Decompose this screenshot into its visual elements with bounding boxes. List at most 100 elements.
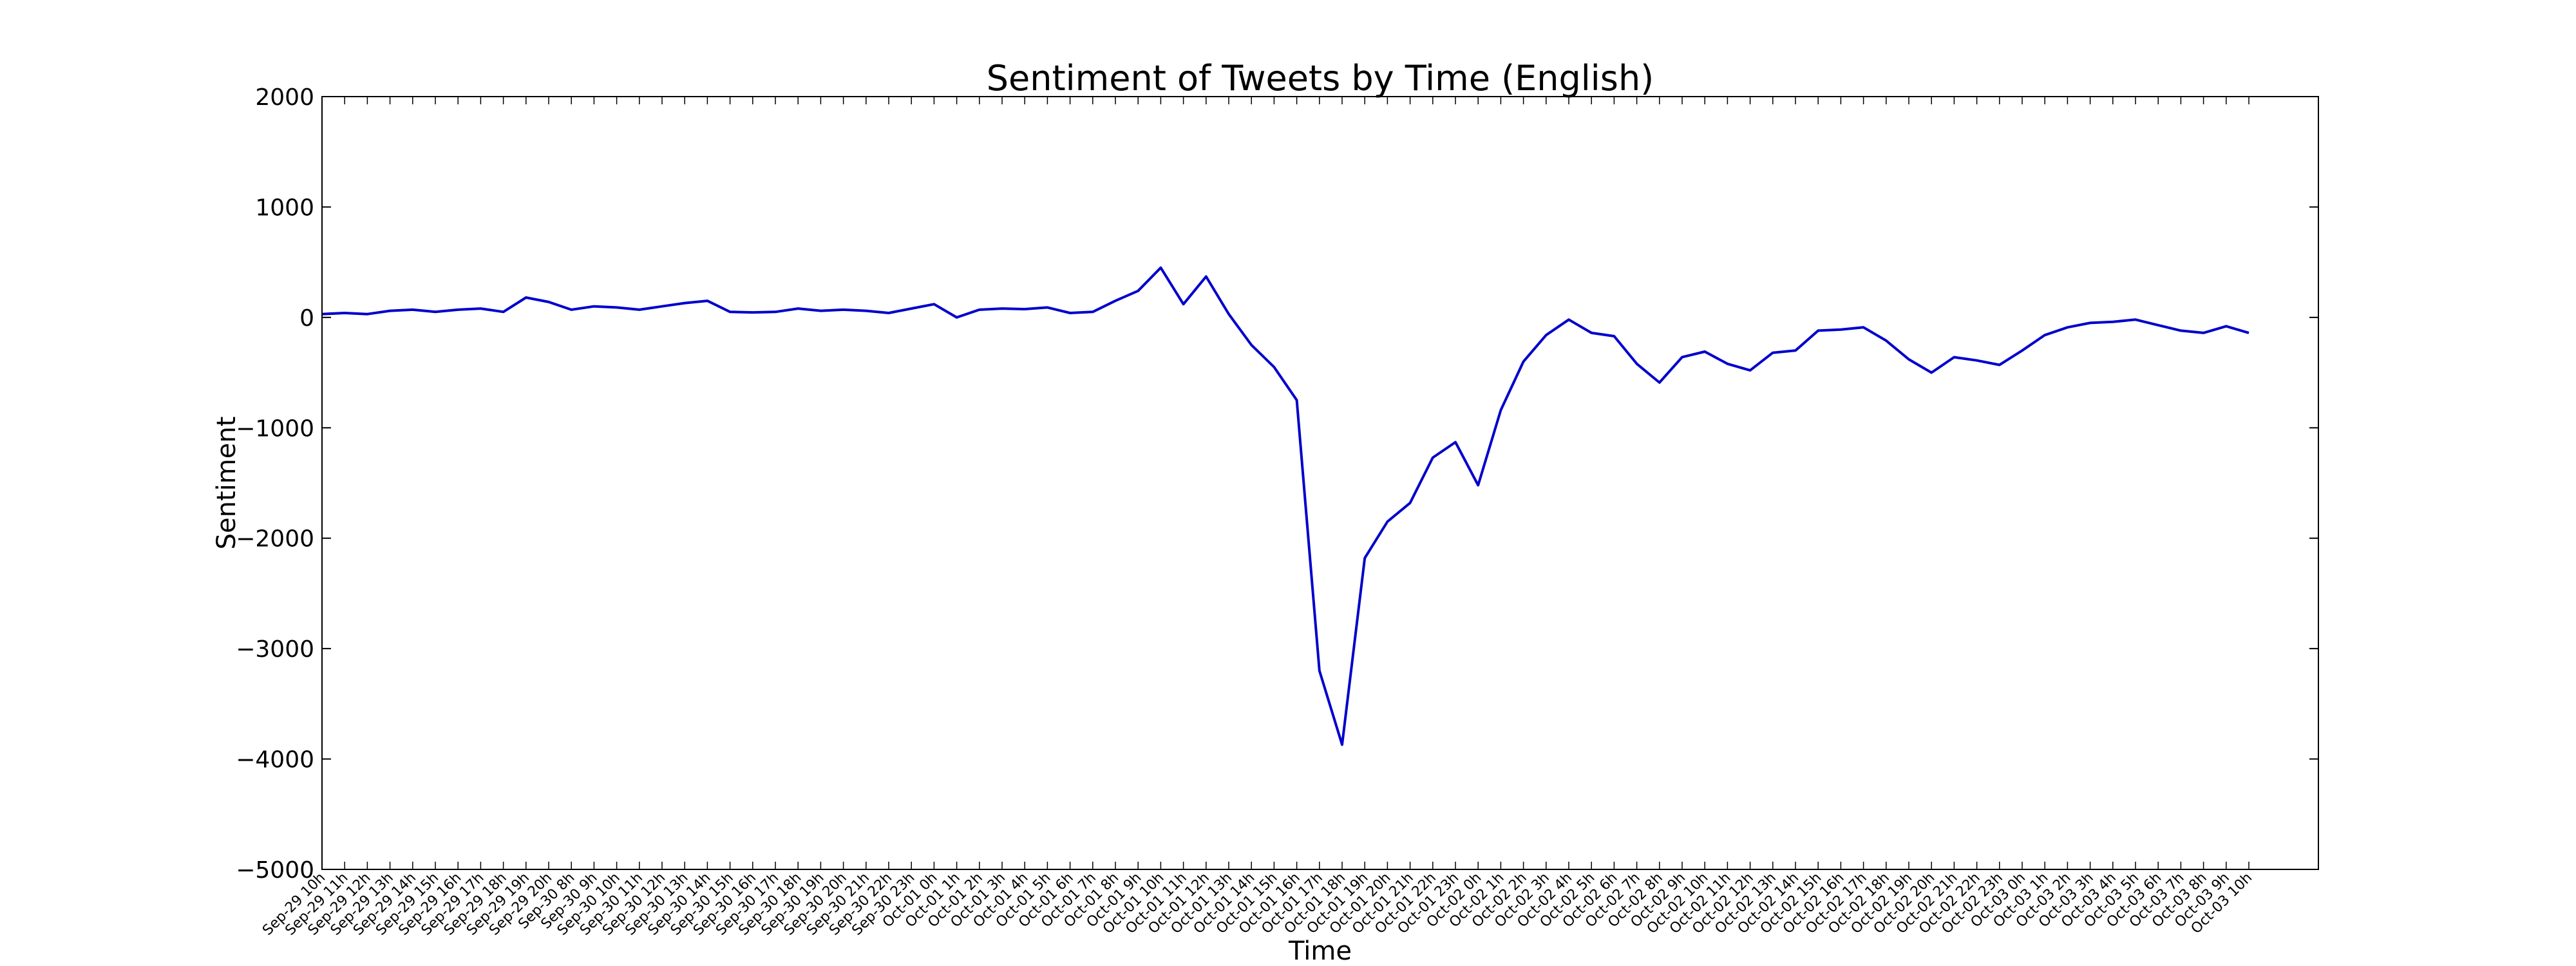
data-point bbox=[932, 302, 936, 306]
data-point bbox=[2247, 331, 2251, 335]
data-point bbox=[2043, 333, 2047, 337]
data-point bbox=[1658, 381, 1662, 384]
data-point bbox=[819, 309, 822, 313]
y-axis-ticks: 2000 1000 0 −1000 −2000 −3000 −4000 −5000 bbox=[236, 84, 2318, 884]
y-tick-label: −4000 bbox=[236, 747, 314, 773]
data-point bbox=[1975, 359, 1979, 363]
data-point bbox=[2134, 317, 2137, 321]
data-point bbox=[1862, 325, 1866, 329]
data-point bbox=[887, 311, 891, 315]
data-point bbox=[1454, 440, 1457, 444]
data-point bbox=[388, 309, 392, 313]
y-tick-label: −5000 bbox=[236, 857, 314, 884]
data-point bbox=[773, 310, 777, 314]
data-point bbox=[2224, 325, 2228, 328]
data-point bbox=[683, 301, 687, 305]
data-point bbox=[1589, 331, 1593, 335]
data-point bbox=[1136, 289, 1140, 293]
data-point bbox=[2179, 328, 2183, 332]
y-tick-label: 1000 bbox=[255, 194, 314, 221]
data-point bbox=[1408, 501, 1412, 505]
data-point bbox=[365, 312, 369, 316]
data-point bbox=[615, 305, 619, 309]
data-point bbox=[1431, 456, 1435, 460]
data-point bbox=[1499, 408, 1502, 412]
data-point bbox=[569, 308, 573, 312]
chart-title: Sentiment of Tweets by Time (English) bbox=[987, 58, 1654, 99]
data-point bbox=[1227, 312, 1231, 316]
data-point bbox=[909, 307, 913, 310]
y-tick-label: −2000 bbox=[236, 526, 314, 553]
data-point bbox=[660, 305, 664, 308]
data-point bbox=[433, 310, 437, 314]
data-point bbox=[343, 311, 346, 315]
data-point bbox=[1816, 328, 1820, 332]
y-tick-label: 2000 bbox=[255, 84, 314, 111]
data-point bbox=[1725, 362, 1729, 366]
data-point bbox=[456, 308, 460, 312]
y-tick-label: −3000 bbox=[236, 636, 314, 663]
data-point bbox=[478, 307, 482, 310]
data-point bbox=[2156, 323, 2160, 327]
data-point bbox=[1318, 668, 1321, 672]
data-point bbox=[1771, 351, 1775, 355]
data-point bbox=[1249, 343, 1253, 347]
data-point bbox=[1952, 355, 1956, 359]
data-point bbox=[1839, 328, 1842, 332]
data-point bbox=[1522, 359, 1526, 363]
data-point bbox=[592, 305, 596, 308]
data-point bbox=[638, 308, 641, 312]
data-point bbox=[411, 308, 415, 312]
data-point bbox=[1907, 357, 1911, 361]
data-point bbox=[1091, 310, 1095, 314]
data-point bbox=[547, 300, 551, 304]
data-point bbox=[1000, 307, 1004, 310]
data-point bbox=[1544, 333, 1548, 337]
data-point bbox=[1023, 307, 1027, 311]
data-point bbox=[1680, 355, 1684, 359]
data-point bbox=[1295, 398, 1299, 402]
data-point bbox=[796, 307, 800, 310]
data-point bbox=[1998, 363, 2002, 367]
data-point bbox=[1113, 299, 1117, 303]
data-point bbox=[705, 299, 709, 303]
y-tick-label: 0 bbox=[299, 305, 314, 332]
data-point bbox=[1068, 311, 1072, 315]
x-axis-label: Time bbox=[1288, 936, 1352, 966]
data-point bbox=[1567, 317, 1571, 321]
y-tick-label: −1000 bbox=[236, 415, 314, 442]
data-point bbox=[1385, 520, 1389, 524]
data-point bbox=[1884, 339, 1888, 343]
data-point bbox=[2111, 320, 2115, 324]
data-point bbox=[1363, 556, 1367, 560]
data-point bbox=[864, 309, 868, 313]
data-point bbox=[2065, 325, 2069, 329]
data-point bbox=[1748, 368, 1752, 372]
data-point bbox=[1340, 743, 1344, 746]
data-point bbox=[751, 310, 755, 314]
data-point bbox=[1703, 350, 1707, 354]
data-point bbox=[1204, 274, 1208, 278]
data-point bbox=[1635, 362, 1639, 366]
data-point bbox=[1612, 334, 1616, 338]
data-point bbox=[978, 308, 981, 312]
data-point bbox=[2020, 348, 2024, 352]
data-point bbox=[1159, 266, 1162, 270]
data-point bbox=[1929, 371, 1933, 375]
data-point bbox=[728, 310, 732, 314]
data-point bbox=[524, 296, 528, 299]
data-point bbox=[2088, 321, 2092, 325]
plot-frame bbox=[321, 96, 2319, 870]
series-line bbox=[321, 266, 2249, 746]
data-point bbox=[1794, 348, 1797, 352]
data-point bbox=[1045, 305, 1049, 309]
data-point bbox=[955, 316, 959, 319]
y-axis-label: Sentiment bbox=[212, 417, 242, 550]
data-point bbox=[842, 308, 846, 312]
series-group bbox=[321, 266, 2251, 746]
data-point bbox=[502, 310, 506, 314]
data-point bbox=[1476, 483, 1480, 487]
data-point bbox=[2202, 331, 2206, 335]
